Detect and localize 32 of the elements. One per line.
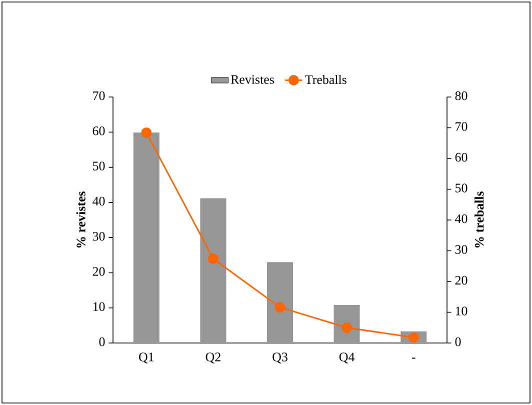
- y2-tick-label: 20: [455, 276, 468, 285]
- y2-tick-label: 60: [455, 152, 468, 162]
- y-tick-label: 0: [99, 337, 105, 346]
- y-tick-label: 30: [92, 232, 105, 241]
- y2-axis-title: % treballs: [474, 191, 484, 248]
- x-tick-label: Q2: [206, 352, 220, 364]
- y-axis-title: % revistes: [76, 191, 86, 248]
- bar: [133, 132, 160, 343]
- x-tick-label: -: [412, 358, 416, 359]
- y-tick-label: 50: [93, 162, 105, 170]
- y-tick-label: 60: [92, 126, 105, 136]
- bar: [200, 198, 226, 343]
- y-tick-label: 20: [92, 267, 105, 276]
- legend-label: Treballs: [305, 74, 346, 84]
- point: [274, 302, 286, 313]
- x-tick-label: Q4: [339, 352, 355, 364]
- x-tick-label: Q1: [139, 352, 154, 364]
- y-tick-label: 40: [92, 196, 105, 206]
- y2-tick-label: 80: [455, 91, 468, 100]
- y2-tick-label: 70: [456, 122, 468, 131]
- y2-tick-label: 30: [455, 245, 468, 254]
- y-tick-label: 10: [93, 302, 105, 311]
- y2-tick-label: 40: [455, 214, 468, 224]
- y-tick-label: 70: [93, 91, 105, 100]
- y2-tick-label: 10: [456, 306, 468, 316]
- point: [141, 127, 152, 138]
- y2-tick-label: 50: [456, 184, 468, 192]
- y2-tick-label: 0: [455, 337, 461, 346]
- legend-label: Revistes: [230, 75, 274, 84]
- x-tick-label: Q3: [272, 352, 288, 364]
- point: [208, 254, 218, 264]
- bar: [267, 262, 294, 343]
